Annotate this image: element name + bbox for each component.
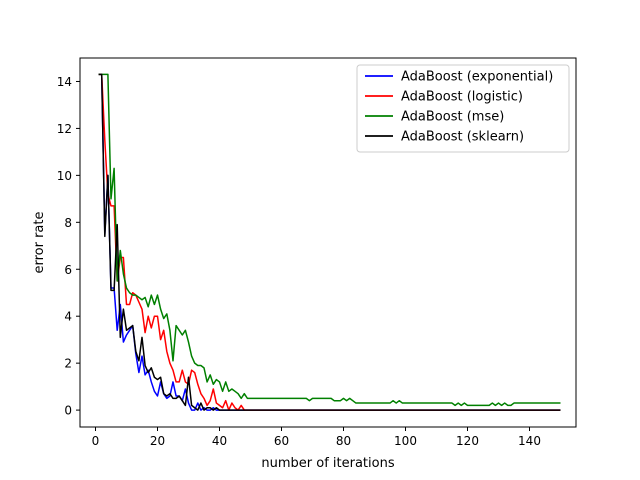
legend-box bbox=[356, 64, 570, 153]
x-axis-label: number of iterations bbox=[261, 456, 394, 471]
y-axis-ticks: 0 2 4 6 8 10 12 14 bbox=[57, 75, 80, 418]
plot-area bbox=[98, 73, 561, 411]
x-tick-label: 80 bbox=[336, 434, 351, 448]
y-tick-label: 6 bbox=[64, 263, 72, 277]
legend-entry: AdaBoost (sklearn) bbox=[401, 130, 524, 145]
y-tick-label: 12 bbox=[57, 122, 72, 136]
legend: AdaBoost (exponential) AdaBoost (logistic… bbox=[356, 64, 570, 153]
legend-entry: AdaBoost (exponential) bbox=[401, 70, 553, 85]
x-tick-label: 0 bbox=[92, 434, 100, 448]
x-axis-ticks: 0 20 40 60 80 100 120 140 bbox=[92, 427, 541, 448]
series-line-3 bbox=[98, 73, 561, 407]
x-tick-label: 20 bbox=[150, 434, 165, 448]
x-tick-label: 100 bbox=[394, 434, 417, 448]
y-tick-label: 14 bbox=[57, 75, 72, 89]
legend-entry: AdaBoost (mse) bbox=[401, 110, 504, 125]
y-tick-label: 2 bbox=[64, 357, 72, 371]
y-tick-label: 8 bbox=[64, 216, 72, 230]
x-tick-label: 40 bbox=[212, 434, 227, 448]
x-tick-label: 140 bbox=[518, 434, 541, 448]
x-tick-label: 60 bbox=[274, 434, 289, 448]
x-tick-label: 120 bbox=[456, 434, 479, 448]
series-line-4 bbox=[98, 73, 561, 411]
series-line-2 bbox=[98, 73, 561, 411]
y-tick-label: 0 bbox=[64, 404, 72, 418]
y-axis-label: error rate bbox=[32, 211, 47, 273]
legend-entry: AdaBoost (logistic) bbox=[401, 90, 523, 105]
y-tick-label: 10 bbox=[57, 169, 72, 183]
axes-frame bbox=[79, 57, 577, 428]
y-tick-label: 4 bbox=[64, 310, 72, 324]
